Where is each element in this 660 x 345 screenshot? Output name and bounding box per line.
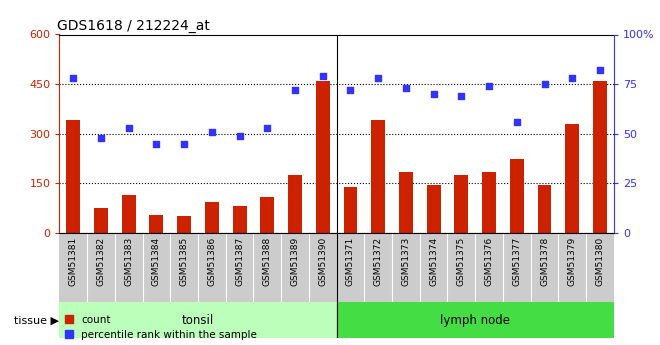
Point	[96, 135, 106, 140]
Text: GSM51387: GSM51387	[235, 236, 244, 286]
Point	[401, 85, 411, 91]
Text: GSM51379: GSM51379	[568, 236, 577, 286]
Text: GSM51383: GSM51383	[124, 236, 133, 286]
Bar	[337, 233, 364, 302]
Bar	[226, 233, 253, 302]
Text: GSM51374: GSM51374	[429, 236, 438, 286]
Bar	[115, 233, 143, 302]
Bar	[261, 197, 275, 233]
Point	[262, 125, 273, 130]
Bar	[538, 185, 552, 233]
Bar	[170, 233, 198, 302]
Bar	[87, 233, 115, 302]
Bar	[392, 233, 420, 302]
Bar	[309, 233, 337, 302]
Text: GDS1618 / 212224_at: GDS1618 / 212224_at	[57, 19, 209, 33]
Bar	[503, 233, 531, 302]
Point	[428, 91, 439, 97]
Text: GSM51373: GSM51373	[401, 236, 411, 286]
Text: GSM51377: GSM51377	[512, 236, 521, 286]
Bar	[566, 124, 579, 233]
Point	[373, 76, 383, 81]
Bar	[344, 187, 358, 233]
Bar	[510, 158, 524, 233]
Bar	[337, 302, 614, 338]
Point	[512, 119, 522, 125]
Text: GSM51371: GSM51371	[346, 236, 355, 286]
Bar	[364, 233, 392, 302]
Point	[123, 125, 134, 130]
Point	[595, 68, 605, 73]
Point	[179, 141, 189, 146]
Bar	[143, 233, 170, 302]
Bar	[253, 233, 281, 302]
Point	[68, 76, 79, 81]
Bar	[59, 302, 337, 338]
Text: GSM51385: GSM51385	[180, 236, 189, 286]
Legend: count, percentile rank within the sample: count, percentile rank within the sample	[65, 315, 257, 340]
Text: tonsil: tonsil	[182, 314, 214, 327]
Point	[345, 87, 356, 93]
Bar	[59, 233, 87, 302]
Bar	[288, 175, 302, 233]
Text: GSM51384: GSM51384	[152, 236, 161, 286]
Bar	[122, 195, 136, 233]
Bar	[593, 81, 607, 233]
Bar	[420, 233, 447, 302]
Bar	[427, 185, 441, 233]
Point	[539, 81, 550, 87]
Text: GSM51390: GSM51390	[318, 236, 327, 286]
Bar	[178, 216, 191, 233]
Point	[484, 83, 494, 89]
Point	[151, 141, 162, 146]
Text: GSM51378: GSM51378	[540, 236, 549, 286]
Bar	[205, 201, 219, 233]
Text: GSM51375: GSM51375	[457, 236, 466, 286]
Bar	[94, 208, 108, 233]
Bar	[531, 233, 558, 302]
Text: tissue ▶: tissue ▶	[15, 315, 59, 325]
Text: GSM51382: GSM51382	[96, 236, 106, 286]
Point	[234, 133, 245, 138]
Bar	[198, 233, 226, 302]
Text: GSM51381: GSM51381	[69, 236, 78, 286]
Text: GSM51372: GSM51372	[374, 236, 383, 286]
Text: GSM51389: GSM51389	[290, 236, 300, 286]
Bar	[281, 233, 309, 302]
Text: GSM51388: GSM51388	[263, 236, 272, 286]
Text: lymph node: lymph node	[440, 314, 510, 327]
Bar	[455, 175, 469, 233]
Point	[290, 87, 300, 93]
Bar	[399, 172, 413, 233]
Bar	[475, 233, 503, 302]
Bar	[558, 233, 586, 302]
Point	[567, 76, 578, 81]
Point	[456, 93, 467, 99]
Text: GSM51386: GSM51386	[207, 236, 216, 286]
Point	[317, 73, 328, 79]
Bar	[149, 215, 164, 233]
Bar	[482, 172, 496, 233]
Bar	[447, 233, 475, 302]
Point	[207, 129, 217, 135]
Bar	[586, 233, 614, 302]
Bar	[372, 120, 385, 233]
Bar	[233, 206, 247, 233]
Text: GSM51380: GSM51380	[595, 236, 605, 286]
Text: GSM51376: GSM51376	[484, 236, 494, 286]
Bar	[66, 120, 81, 233]
Bar	[316, 81, 330, 233]
